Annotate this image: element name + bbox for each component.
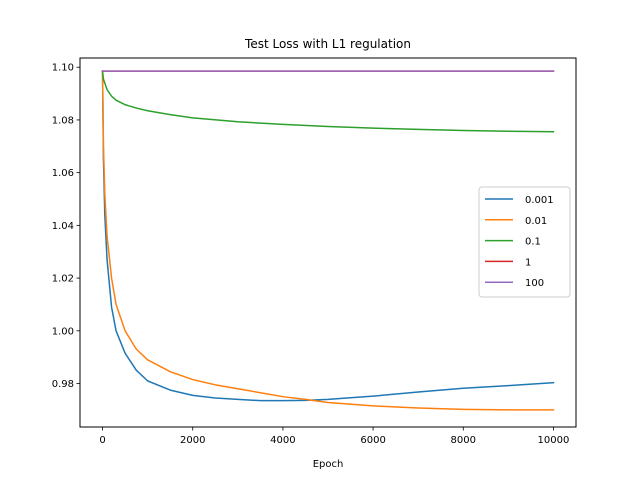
y-tick-label: 1.00: [52, 326, 74, 337]
x-tick-label: 6000: [360, 435, 385, 446]
legend-box: [478, 186, 571, 298]
y-axis: 0.98 1.00 1.02 1.04 1.06 1.08 1.10: [52, 63, 80, 390]
x-tick-label: 0: [99, 435, 105, 446]
legend-label-2: 0.1: [525, 237, 541, 248]
x-axis: 0 2000 4000 6000 8000 10000: [99, 427, 569, 446]
series-group: [101, 70, 555, 411]
legend-label-0: 0.001: [525, 195, 554, 206]
y-tick-label: 1.04: [52, 221, 74, 232]
series-line-0: [101, 70, 555, 402]
x-tick-label: 2000: [180, 435, 205, 446]
y-tick-label: 1.08: [52, 115, 74, 126]
x-tick-label: 10000: [538, 435, 570, 446]
y-tick-label: 1.02: [52, 274, 74, 285]
x-tick-label: 8000: [451, 435, 476, 446]
legend-label-3: 1: [525, 257, 531, 268]
series-line-2: [101, 70, 555, 133]
y-tick-label: 1.06: [52, 168, 74, 179]
series-line-1: [101, 70, 555, 411]
x-tick-label: 4000: [270, 435, 295, 446]
legend: 0.001 0.01 0.1 1 100: [478, 186, 571, 298]
legend-label-1: 0.01: [525, 216, 547, 227]
legend-label-4: 100: [525, 278, 544, 289]
y-tick-label: 0.98: [52, 379, 74, 390]
y-tick-label: 1.10: [52, 63, 74, 74]
x-axis-title: Epoch: [313, 459, 344, 470]
plot-frame: [79, 57, 577, 428]
chart-title: Test Loss with L1 regulation: [244, 37, 411, 51]
